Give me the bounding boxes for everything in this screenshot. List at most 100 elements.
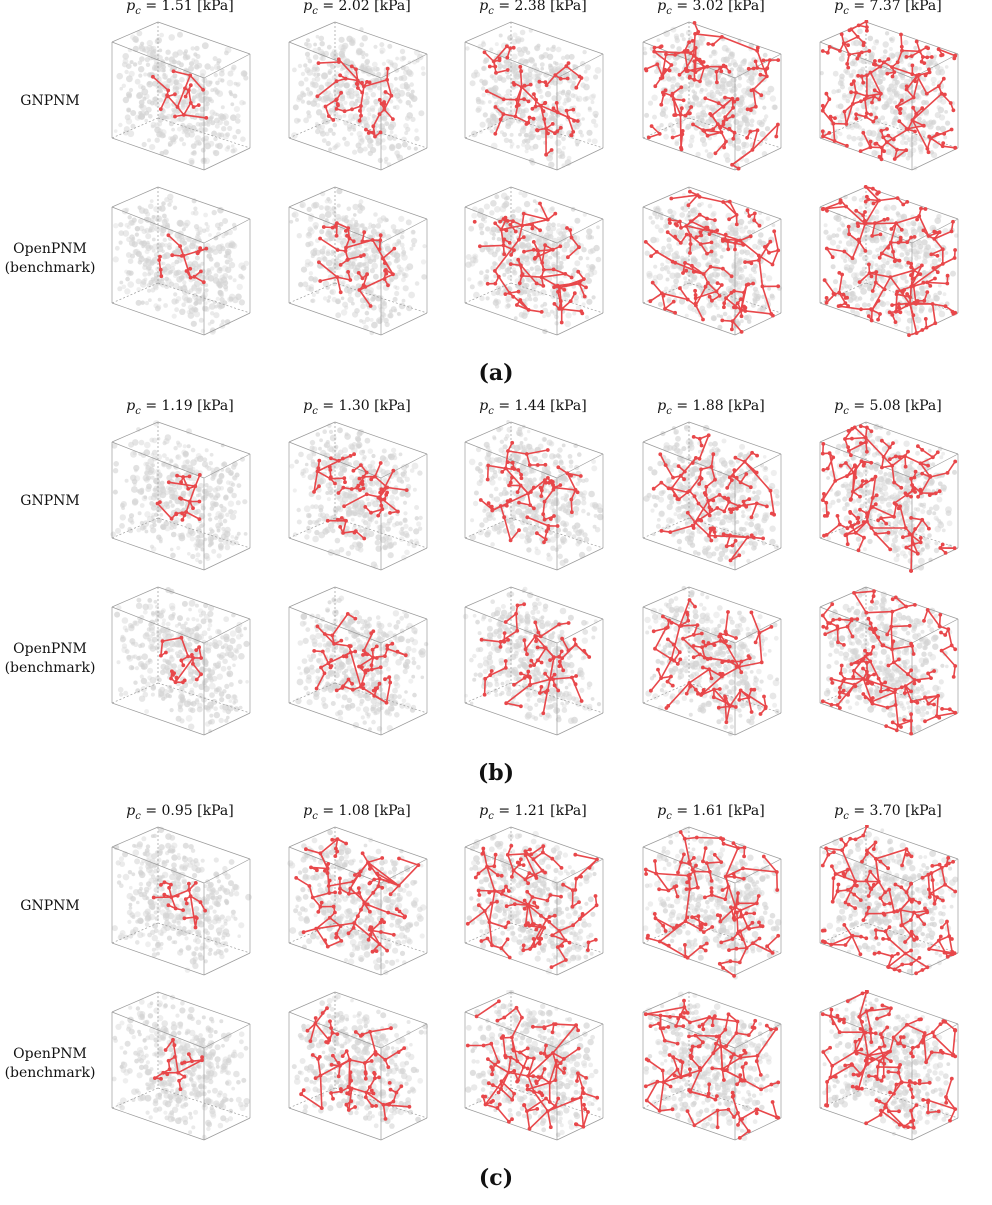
pressure-label: pc = 1.08 [kPa]: [277, 803, 437, 822]
pressure-label: pc = 2.38 [kPa]: [453, 0, 613, 17]
network-cube: [631, 185, 791, 345]
network-cube: [277, 990, 437, 1150]
network-cube: [631, 585, 791, 745]
row-label-openpnm: OpenPNM(benchmark): [0, 1045, 100, 1083]
pressure-unit: [kPa]: [901, 398, 942, 414]
network-cube: [277, 20, 437, 180]
pressure-label: pc = 5.08 [kPa]: [808, 398, 968, 417]
pressure-unit: [kPa]: [546, 398, 587, 414]
row-label-line1: GNPNM: [0, 492, 100, 511]
pressure-label: pc = 1.30 [kPa]: [277, 398, 437, 417]
row-label-openpnm: OpenPNM(benchmark): [0, 640, 100, 678]
row-label-line2: (benchmark): [0, 1064, 100, 1083]
pressure-label: pc = 1.19 [kPa]: [100, 398, 260, 417]
pressure-unit: [kPa]: [193, 0, 234, 14]
pressure-label: pc = 1.61 [kPa]: [631, 803, 791, 822]
pressure-value: 1.19: [162, 398, 193, 414]
pressure-value: 1.30: [339, 398, 370, 414]
pressure-unit: [kPa]: [370, 803, 411, 819]
row-label-gnpnm: GNPNM: [0, 92, 100, 111]
network-cube: [453, 825, 613, 985]
pressure-unit: [kPa]: [901, 803, 942, 819]
row-label-line1: OpenPNM: [0, 1045, 100, 1064]
pressure-label: pc = 1.21 [kPa]: [453, 803, 613, 822]
network-cube: [100, 20, 260, 180]
pressure-value: 1.08: [339, 803, 370, 819]
pressure-value: 1.88: [693, 398, 724, 414]
pressure-label: pc = 1.51 [kPa]: [100, 0, 260, 17]
pressure-unit: [kPa]: [901, 0, 942, 14]
panel-a: pc = 1.51 [kPa] pc = 2.02 [kPa] pc = 2.38 …: [0, 0, 992, 400]
pressure-value: 0.95: [162, 803, 193, 819]
network-cube: [277, 185, 437, 345]
network-cube: [453, 185, 613, 345]
pressure-label: pc = 1.88 [kPa]: [631, 398, 791, 417]
network-cube: [453, 585, 613, 745]
row-label-line1: GNPNM: [0, 897, 100, 916]
pressure-label: pc = 3.70 [kPa]: [808, 803, 968, 822]
row-label-line2: (benchmark): [0, 259, 100, 278]
network-cube: [453, 990, 613, 1150]
network-cube: [100, 420, 260, 580]
network-cube: [631, 420, 791, 580]
network-cube: [453, 20, 613, 180]
pressure-label: pc = 3.02 [kPa]: [631, 0, 791, 17]
network-cube: [100, 185, 260, 345]
pressure-unit: [kPa]: [724, 398, 765, 414]
panel-caption: (b): [0, 760, 992, 786]
pressure-label: pc = 1.44 [kPa]: [453, 398, 613, 417]
network-cube: [808, 20, 968, 180]
network-cube: [277, 825, 437, 985]
network-cube: [100, 585, 260, 745]
row-label-gnpnm: GNPNM: [0, 492, 100, 511]
pressure-unit: [kPa]: [724, 0, 765, 14]
pressure-unit: [kPa]: [370, 398, 411, 414]
panel-caption: (a): [0, 360, 992, 386]
pressure-value: 2.38: [515, 0, 546, 14]
pressure-unit: [kPa]: [546, 803, 587, 819]
row-label-line1: GNPNM: [0, 92, 100, 111]
row-label-openpnm: OpenPNM(benchmark): [0, 240, 100, 278]
pressure-value: 1.21: [515, 803, 546, 819]
network-cube: [631, 20, 791, 180]
panel-c: pc = 0.95 [kPa] pc = 1.08 [kPa] pc = 1.21 …: [0, 805, 992, 1205]
pore-cloud: [112, 994, 250, 1139]
network-cube: [100, 825, 260, 985]
network-cube: [631, 990, 791, 1150]
pressure-value: 7.37: [870, 0, 901, 14]
network-cube: [631, 825, 791, 985]
network-cube: [100, 990, 260, 1150]
pore-cloud: [644, 992, 781, 1142]
network-cube: [808, 420, 968, 580]
pressure-unit: [kPa]: [546, 0, 587, 14]
network-cube: [808, 990, 968, 1150]
pressure-value: 1.44: [515, 398, 546, 414]
pressure-value: 5.08: [870, 398, 901, 414]
pore-cloud: [113, 194, 249, 335]
pressure-label: pc = 0.95 [kPa]: [100, 803, 260, 822]
network-cube: [808, 585, 968, 745]
pore-cloud: [469, 420, 604, 566]
row-label-line2: (benchmark): [0, 659, 100, 678]
pore-cloud: [295, 596, 428, 732]
network-cube: [277, 420, 437, 580]
network-cube: [808, 825, 968, 985]
pressure-value: 3.02: [693, 0, 724, 14]
row-label-line1: OpenPNM: [0, 240, 100, 259]
pore-cloud: [463, 587, 601, 724]
pressure-value: 2.02: [339, 0, 370, 14]
pore-cloud: [643, 827, 782, 980]
panel-caption: (c): [0, 1165, 992, 1191]
network-cube: [808, 185, 968, 345]
pore-cloud: [112, 827, 252, 973]
pore-cloud: [824, 587, 953, 734]
row-label-gnpnm: GNPNM: [0, 897, 100, 916]
pressure-label: pc = 7.37 [kPa]: [808, 0, 968, 17]
panel-b: pc = 1.19 [kPa] pc = 1.30 [kPa] pc = 1.44 …: [0, 400, 992, 800]
pressure-label: pc = 2.02 [kPa]: [277, 0, 437, 17]
pressure-unit: [kPa]: [724, 803, 765, 819]
row-label-line1: OpenPNM: [0, 640, 100, 659]
pressure-unit: [kPa]: [370, 0, 411, 14]
pressure-value: 3.70: [870, 803, 901, 819]
network-cube: [277, 585, 437, 745]
